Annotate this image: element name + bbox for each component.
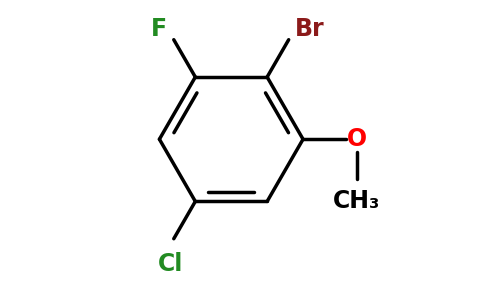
Text: Br: Br xyxy=(295,16,325,40)
Text: O: O xyxy=(347,127,367,151)
Text: Cl: Cl xyxy=(158,252,183,276)
Text: F: F xyxy=(151,16,167,40)
Text: CH₃: CH₃ xyxy=(333,190,380,214)
